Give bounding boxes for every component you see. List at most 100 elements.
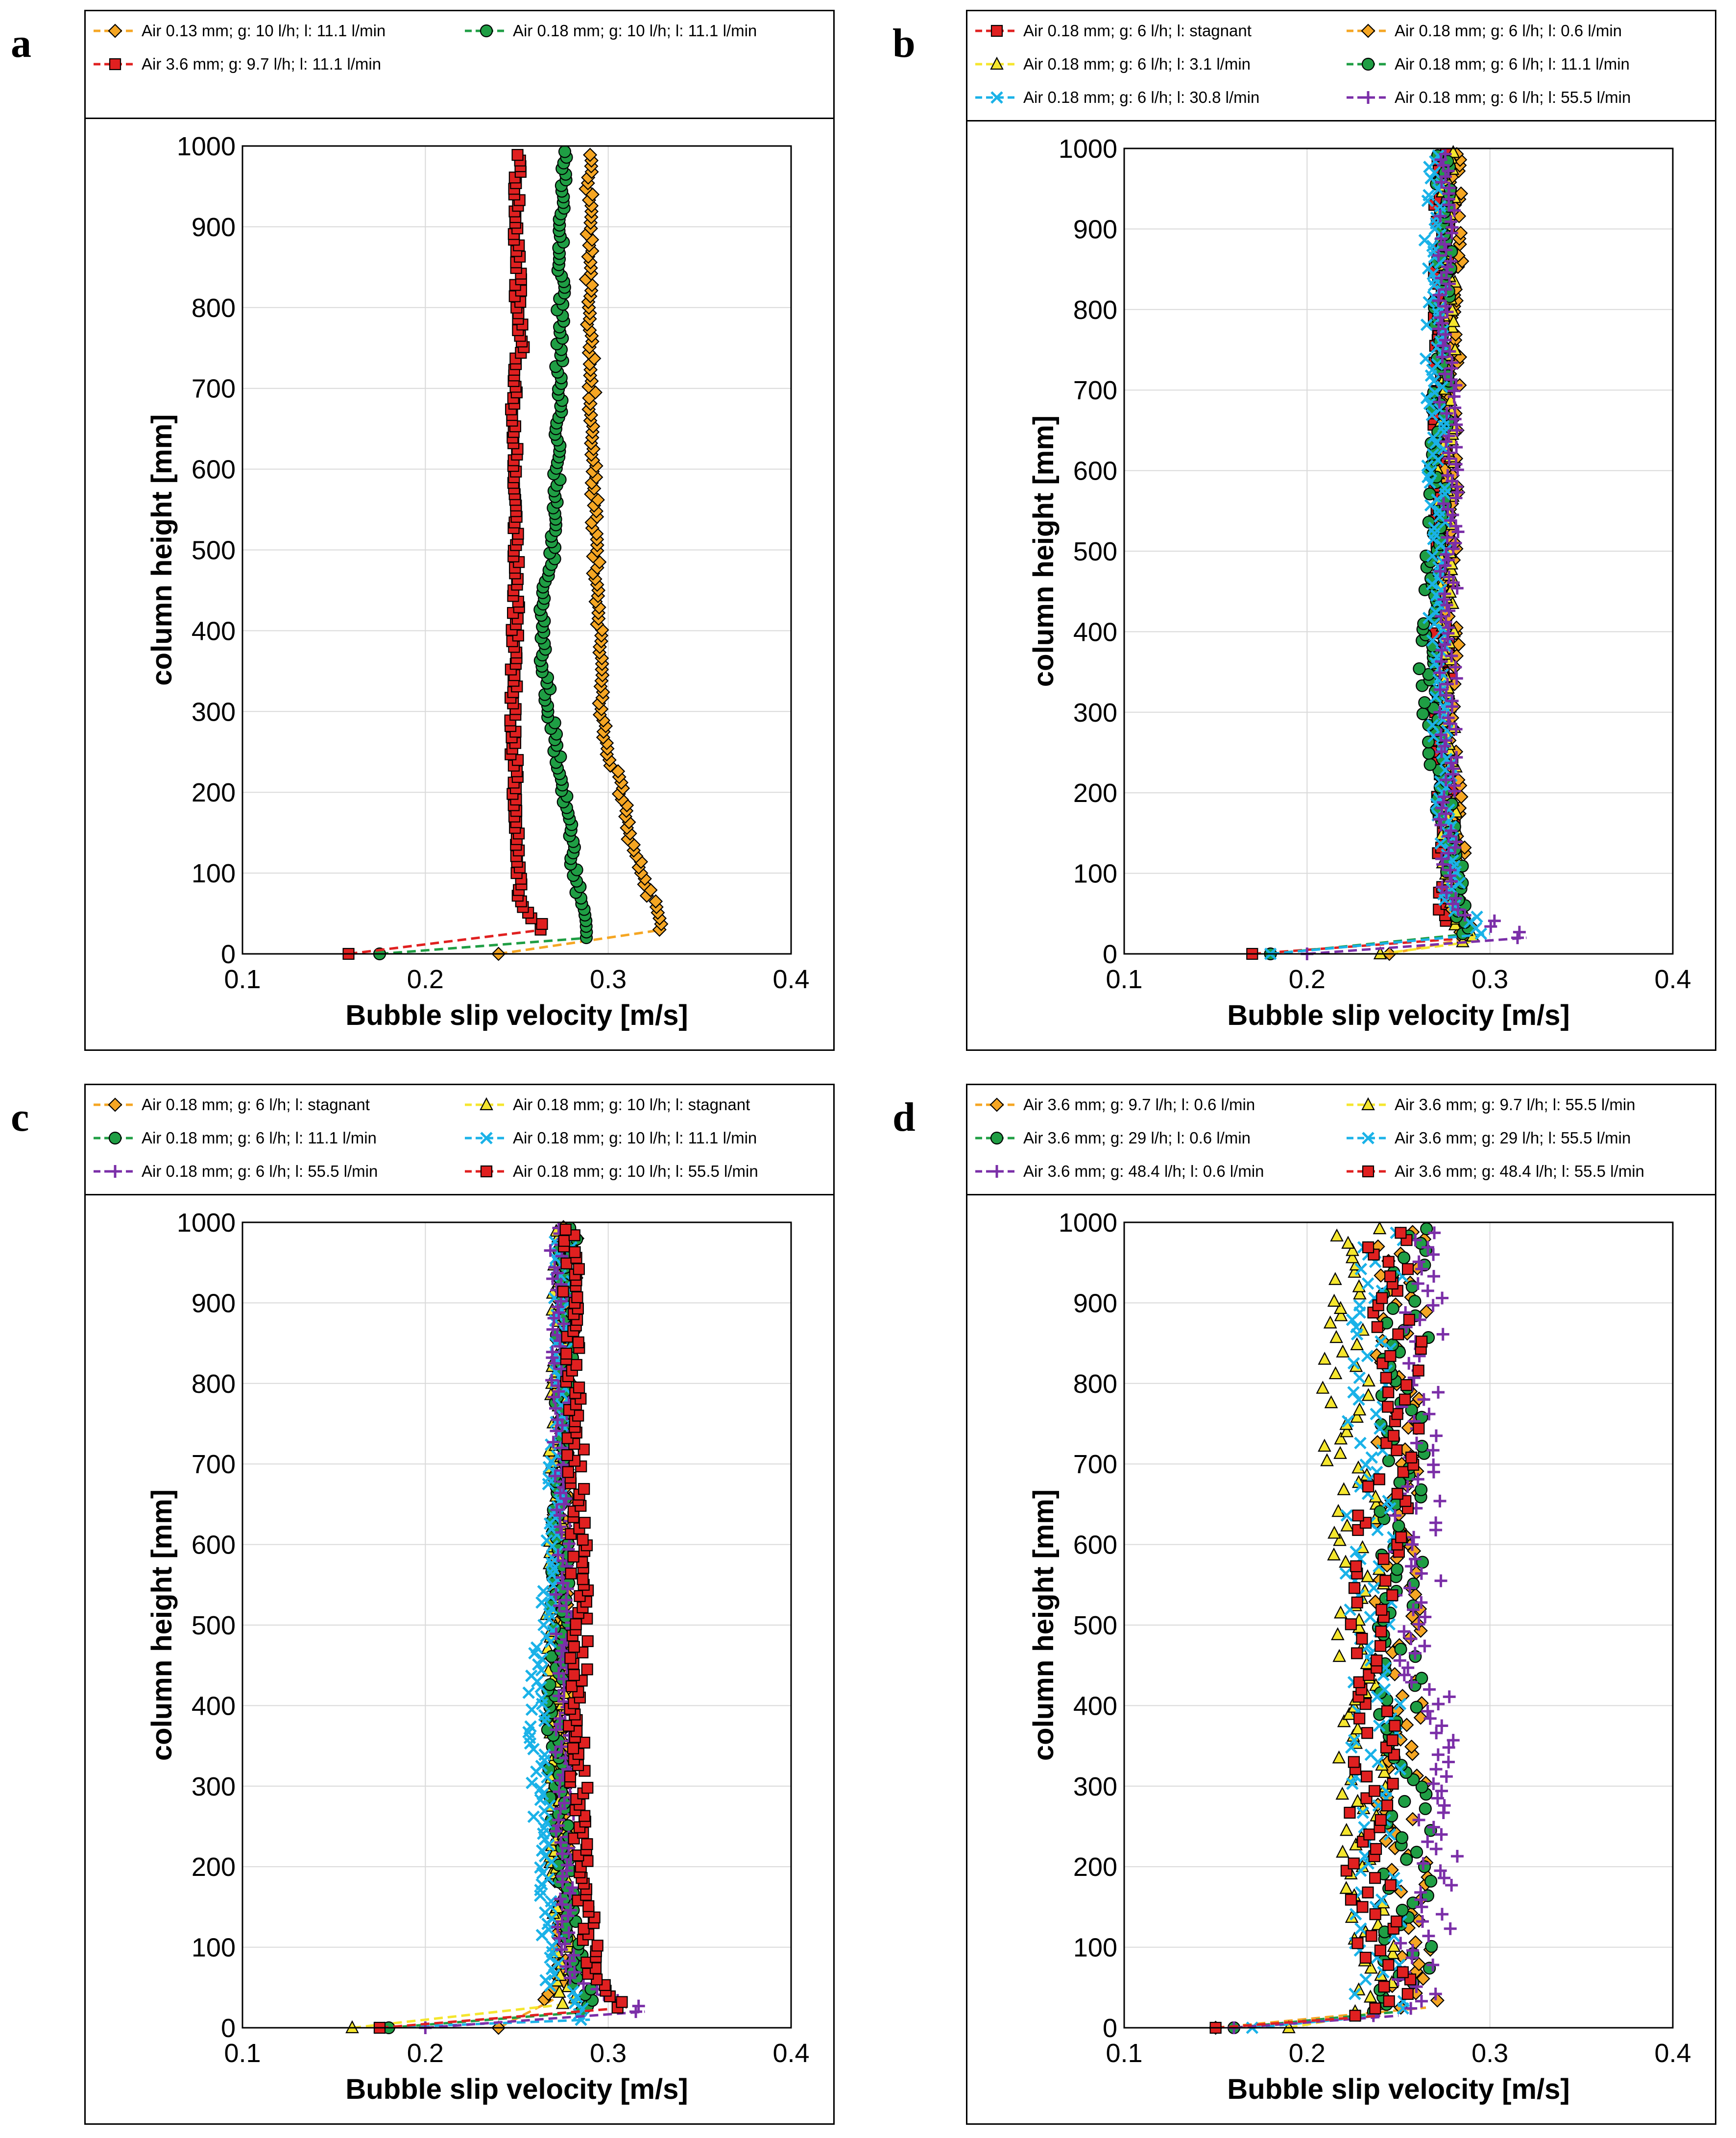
data-point: [1471, 910, 1483, 923]
series: [373, 145, 593, 961]
data-point: [1353, 1286, 1367, 1300]
data-point: [1439, 328, 1452, 341]
data-point: [1378, 1981, 1390, 1993]
data-point: [564, 1652, 577, 1664]
y-tick-label: 400: [192, 616, 236, 646]
data-point: [1362, 1481, 1374, 1493]
data-point: [540, 1816, 553, 1829]
data-point: [1424, 172, 1437, 185]
data-point: [1421, 1240, 1434, 1254]
data-point: [1409, 1553, 1422, 1566]
data-point: [1448, 413, 1462, 426]
y-tick-label: 600: [1073, 457, 1117, 486]
data-point: [1394, 1884, 1408, 1899]
legend-item: Air 0.18 mm; g: 6 l/h; l: 0.6 l/min: [1345, 16, 1622, 46]
data-point: [555, 1996, 570, 2009]
data-point: [1373, 1719, 1386, 1732]
legend-item: Air 3.6 mm; g: 9.7 l/h; l: 55.5 l/min: [1345, 1090, 1636, 1119]
data-point: [1426, 719, 1439, 731]
data-point: [1430, 1726, 1443, 1740]
data-point: [568, 1669, 580, 1681]
data-point: [1346, 1243, 1359, 1256]
data-point: [1391, 1408, 1403, 1420]
data-point: [1424, 465, 1438, 478]
data-point: [535, 1652, 549, 1665]
data-point: [1442, 554, 1455, 567]
data-point: [1434, 683, 1447, 696]
data-point: [1435, 852, 1448, 866]
data-point: [1439, 773, 1452, 786]
y-tick-label: 700: [192, 1450, 236, 1479]
legend-marker-triangle: [1361, 1097, 1375, 1111]
series-line: [498, 1998, 554, 2029]
data-point: [1415, 1780, 1428, 1794]
data-point: [1434, 728, 1447, 741]
legend-marker-x: [1362, 1132, 1374, 1144]
data-point: [1415, 1596, 1428, 1609]
data-point: [546, 1323, 559, 1336]
data-point: [558, 1938, 572, 1951]
data-point: [1439, 170, 1452, 183]
data-point: [1436, 1908, 1449, 1921]
legend-marker-triangle: [480, 1097, 493, 1111]
x-tick-label: 0.4: [1654, 965, 1691, 994]
y-tick-label: 800: [1073, 1369, 1117, 1399]
data-point: [1422, 262, 1435, 275]
data-point: [583, 147, 598, 162]
data-point: [1349, 1988, 1361, 2000]
data-point: [1331, 1627, 1345, 1640]
legend-label: Air 3.6 mm; g: 9.7 l/h; l: 11.1 l/min: [142, 55, 382, 73]
data-point: [1353, 1712, 1366, 1725]
data-point: [1394, 1698, 1407, 1710]
data-point: [525, 1669, 538, 1682]
y-tick-label: 400: [192, 1691, 236, 1721]
data-point: [1373, 1473, 1385, 1485]
data-point: [1350, 1409, 1364, 1423]
data-point: [1445, 215, 1458, 228]
data-point: [1374, 1640, 1387, 1652]
panel-letter-c: c: [11, 1094, 29, 1140]
data-point: [1398, 1251, 1411, 1264]
y-tick-label: 400: [1073, 617, 1117, 647]
data-point: [1365, 1930, 1377, 1942]
x-tick-label: 0.2: [1289, 965, 1326, 994]
data-point: [1445, 649, 1458, 662]
data-point: [1405, 1559, 1418, 1573]
data-point: [1434, 200, 1447, 213]
data-point: [1394, 1643, 1407, 1656]
data-point: [1513, 925, 1526, 939]
data-point: [1419, 1802, 1432, 1815]
data-point: [544, 1244, 557, 1257]
data-point: [1318, 1438, 1331, 1452]
data-point: [555, 1644, 568, 1657]
data-point: [1382, 1386, 1395, 1398]
data-point: [1417, 1857, 1430, 1870]
y-tick-label: 100: [192, 1933, 236, 1963]
x-tick-label: 0.2: [407, 2039, 444, 2068]
data-point: [1361, 1569, 1374, 1582]
series: [1301, 147, 1527, 960]
data-point: [1348, 1734, 1361, 1747]
data-point: [566, 1881, 579, 1894]
series: [419, 1221, 645, 2034]
legend-item: Air 0.18 mm; g: 6 l/h; l: 55.5 l/min: [1345, 83, 1631, 112]
data-point: [555, 1740, 568, 1753]
legend-label: Air 3.6 mm; g: 29 l/h; l: 55.5 l/min: [1395, 1129, 1631, 1147]
data-point: [1426, 634, 1439, 647]
data-point: [1398, 1795, 1411, 1808]
y-tick-label: 800: [192, 1369, 236, 1399]
data-point: [1351, 1596, 1363, 1609]
data-point: [1395, 1831, 1409, 1845]
y-tick-label: 900: [192, 213, 236, 242]
data-point: [1444, 1922, 1457, 1935]
data-point: [525, 1703, 538, 1716]
data-point: [1350, 1721, 1365, 1735]
grid: [1124, 148, 1673, 954]
data-point: [540, 1534, 554, 1547]
series-line: [1380, 940, 1472, 955]
data-point: [581, 1781, 594, 1794]
data-point: [1446, 356, 1459, 369]
data-point: [1423, 189, 1435, 202]
data-point: [1434, 818, 1447, 831]
y-tick-label: 600: [192, 455, 236, 485]
